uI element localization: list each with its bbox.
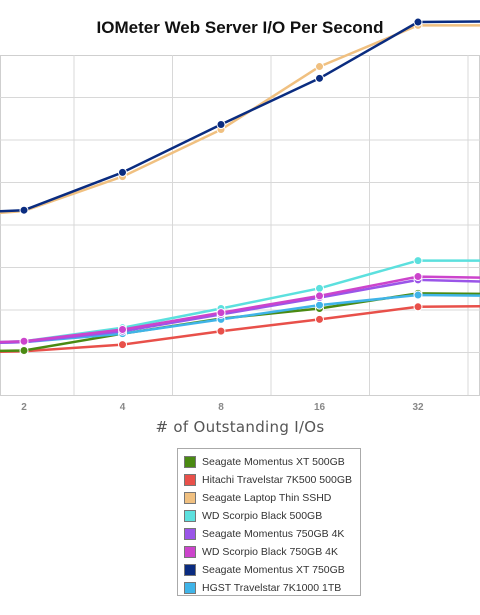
legend-swatch xyxy=(184,546,196,558)
x-tick-labels: 2 4 8 16 32 xyxy=(21,402,424,413)
x-tick-label: 8 xyxy=(218,402,224,413)
data-point xyxy=(413,17,423,27)
legend-item: WD Scorpio Black 500GB xyxy=(184,507,354,525)
data-point xyxy=(118,167,127,177)
series-0 xyxy=(0,288,480,355)
legend-item: Seagate Laptop Thin SSHD xyxy=(184,489,354,507)
legend-swatch xyxy=(184,564,196,576)
x-axis-label: # of Outstanding I/Os xyxy=(155,418,325,436)
series-2 xyxy=(0,20,480,216)
data-point xyxy=(315,62,324,72)
legend-item: Hitachi Travelstar 7K500 500GB xyxy=(184,471,354,489)
legend-item: Seagate Momentus XT 750GB xyxy=(184,561,354,579)
series-line xyxy=(0,259,480,344)
x-tick-label: 32 xyxy=(412,402,424,413)
series-line xyxy=(0,24,480,215)
legend-item: HGST Travelstar 7K1000 1TB xyxy=(184,579,354,597)
legend-item: WD Scorpio Black 750GB 4K xyxy=(184,543,354,561)
data-point xyxy=(413,302,423,312)
data-point xyxy=(413,256,423,266)
legend-swatch xyxy=(184,582,196,594)
data-point xyxy=(118,324,127,334)
data-point xyxy=(413,272,423,282)
series-lines xyxy=(0,17,480,356)
data-point xyxy=(216,308,226,318)
data-point xyxy=(315,73,324,83)
legend: Seagate Momentus XT 500GB Hitachi Travels… xyxy=(177,448,361,596)
legend-label: Hitachi Travelstar 7K500 500GB xyxy=(202,474,352,486)
legend-swatch xyxy=(184,528,196,540)
data-point xyxy=(315,314,324,324)
data-point xyxy=(19,336,29,346)
legend-label: Seagate Momentus XT 500GB xyxy=(202,456,345,468)
series-line xyxy=(0,292,480,353)
data-point xyxy=(216,120,226,130)
data-point xyxy=(315,291,324,301)
legend-label: WD Scorpio Black 500GB xyxy=(202,510,323,522)
chart-title: IOMeter Web Server I/O Per Second xyxy=(96,18,384,37)
x-tick-label: 16 xyxy=(314,402,326,413)
data-point xyxy=(216,326,226,336)
series-3 xyxy=(0,256,480,346)
legend-swatch xyxy=(184,456,196,468)
x-tick-label: 2 xyxy=(21,402,27,413)
legend-item: Seagate Momentus XT 500GB xyxy=(184,453,354,471)
data-point xyxy=(315,283,324,293)
series-line xyxy=(0,305,480,353)
x-tick-label: 4 xyxy=(120,402,126,413)
legend-label: Seagate Laptop Thin SSHD xyxy=(202,492,332,504)
data-point xyxy=(315,300,324,310)
grid xyxy=(0,55,480,396)
series-5 xyxy=(0,272,480,346)
data-point xyxy=(19,205,29,215)
legend-swatch xyxy=(184,492,196,504)
legend-label: Seagate Momentus XT 750GB xyxy=(202,564,345,576)
legend-swatch xyxy=(184,510,196,522)
legend-item: Seagate Momentus 750GB 4K xyxy=(184,525,354,543)
data-point xyxy=(19,345,29,355)
legend-label: HGST Travelstar 7K1000 1TB xyxy=(202,582,342,594)
series-line xyxy=(0,275,480,344)
data-point xyxy=(118,340,127,350)
legend-label: WD Scorpio Black 750GB 4K xyxy=(202,546,338,558)
data-point xyxy=(413,290,423,300)
legend-label: Seagate Momentus 750GB 4K xyxy=(202,528,345,540)
series-6 xyxy=(0,17,480,215)
legend-swatch xyxy=(184,474,196,486)
